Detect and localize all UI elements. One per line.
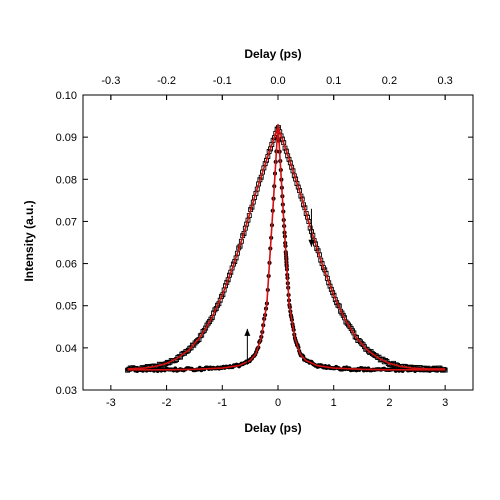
y-tick-label: 0.07 bbox=[56, 216, 77, 228]
top-tick-label: 0.2 bbox=[382, 75, 397, 87]
fit-curve bbox=[127, 125, 446, 370]
data-point-square bbox=[187, 345, 193, 351]
top-tick-label: -0.2 bbox=[157, 75, 176, 87]
y-tick-label: 0.06 bbox=[56, 259, 77, 271]
data-point-square bbox=[365, 348, 371, 354]
top-tick-label: 0.3 bbox=[437, 75, 452, 87]
top-tick-label: 0.1 bbox=[326, 75, 341, 87]
y-tick-label: 0.10 bbox=[56, 90, 77, 102]
y-tick-label: 0.03 bbox=[56, 385, 77, 397]
x-tick-label: -2 bbox=[162, 397, 172, 409]
data-point-square bbox=[192, 340, 198, 346]
data-point-square bbox=[175, 354, 181, 360]
x-tick-label: 1 bbox=[331, 397, 337, 409]
x-tick-label: 0 bbox=[275, 397, 281, 409]
annotation-arrowhead bbox=[308, 239, 315, 247]
data-point-square bbox=[356, 338, 362, 343]
data-point-square bbox=[203, 325, 209, 331]
x-axis-title: Delay (ps) bbox=[244, 421, 301, 435]
x-tick-label: 3 bbox=[442, 397, 448, 409]
data-point-square bbox=[361, 344, 367, 350]
data-point-square bbox=[184, 348, 190, 354]
annotation-arrowhead bbox=[244, 328, 251, 336]
x-tick-label: 2 bbox=[386, 397, 392, 409]
y-tick-label: 0.09 bbox=[56, 132, 77, 144]
x-tick-label: -3 bbox=[106, 397, 116, 409]
y-tick-label: 0.04 bbox=[56, 343, 77, 355]
data-point-square bbox=[195, 337, 201, 343]
data-point-square bbox=[359, 341, 365, 347]
data-point-square bbox=[371, 351, 377, 357]
top-tick-label: 0.0 bbox=[270, 75, 285, 87]
y-axis-title: Intensity (a.u.) bbox=[22, 200, 36, 281]
x-tick-label: -1 bbox=[217, 397, 227, 409]
data-point-square bbox=[188, 345, 194, 351]
top-tick-label: -0.3 bbox=[101, 75, 120, 87]
top-tick-label: -0.1 bbox=[213, 75, 232, 87]
y-tick-label: 0.08 bbox=[56, 174, 77, 186]
top-axis-title: Delay (ps) bbox=[244, 47, 301, 61]
data-point-square bbox=[354, 334, 359, 340]
fit-curve bbox=[127, 123, 446, 371]
y-tick-label: 0.05 bbox=[56, 301, 77, 313]
